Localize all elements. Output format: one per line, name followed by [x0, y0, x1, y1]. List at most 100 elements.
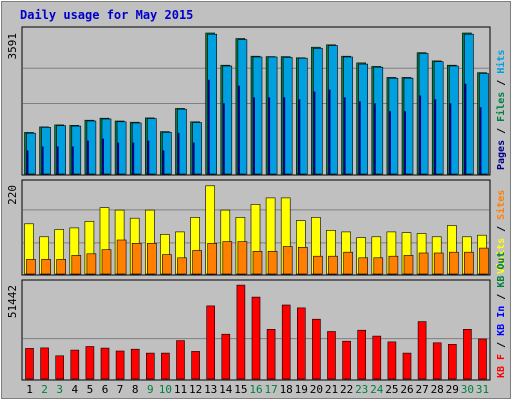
panel-1-day-8 [129, 121, 142, 175]
bar-pages-10 [162, 150, 165, 174]
bar-kb-f-28 [432, 342, 442, 380]
bar-pages-5 [86, 140, 89, 174]
day-label-28: 28 [431, 383, 444, 396]
legend-item-3-4: KB Out [496, 252, 507, 288]
bar-pages-15 [237, 85, 240, 174]
panel-1-day-2 [39, 126, 51, 175]
day-label-7: 7 [117, 383, 124, 396]
panel-3-day-18 [281, 304, 291, 380]
day-label-26: 26 [400, 383, 413, 396]
day-label-17: 17 [264, 383, 277, 396]
bar-pages-4 [71, 146, 74, 174]
panel-2-day-15 [235, 217, 248, 275]
panel-2-day-5 [84, 221, 97, 275]
bar-sites-12 [192, 250, 202, 275]
bar-pages-9 [147, 140, 150, 174]
bar-kb-f-7 [115, 350, 125, 380]
panel-1-day-3 [54, 124, 67, 175]
day-label-27: 27 [415, 383, 428, 396]
day-label-5: 5 [87, 383, 94, 396]
panel-1-day-24 [371, 66, 384, 175]
bar-pages-30 [464, 83, 467, 174]
panel-3-day-2 [40, 347, 49, 380]
legend-item-2-1: / [496, 220, 507, 238]
bar-pages-16 [253, 97, 255, 174]
bar-kb-f-30 [463, 328, 472, 380]
panel-3-day-7 [115, 350, 125, 380]
bar-sites-27 [418, 252, 429, 275]
panel-3-day-14 [221, 333, 231, 380]
panel-3-day-25 [387, 341, 397, 380]
panel-3-day-21 [327, 331, 336, 380]
day-label-22: 22 [340, 383, 353, 396]
panel-1-day-10 [160, 131, 172, 175]
panel-2: 220 [6, 179, 491, 276]
panel-2-day-31 [477, 234, 489, 275]
panel-2-day-19 [295, 220, 308, 275]
bar-kb-f-18 [281, 304, 291, 380]
bar-kb-f-31 [478, 338, 487, 380]
panel-1-day-14 [220, 64, 233, 175]
panel-1: 3591 [6, 26, 491, 176]
bar-pages-2 [41, 146, 44, 174]
bar-sites-19 [297, 247, 308, 275]
panel-3-day-15 [236, 284, 246, 380]
bar-kb-f-20 [312, 318, 321, 380]
day-label-24: 24 [370, 383, 384, 396]
bar-kb-f-26 [402, 352, 412, 380]
bar-pages-23 [358, 101, 361, 174]
legend-item-3-1: / [496, 336, 507, 354]
day-label-21: 21 [325, 383, 338, 396]
bar-sites-6 [101, 249, 112, 275]
bar-sites-7 [116, 239, 127, 275]
panel-2-day-16 [250, 204, 263, 275]
panel-3: 51442 [6, 279, 491, 381]
bar-kb-f-11 [176, 340, 185, 380]
bar-kb-f-14 [221, 333, 231, 380]
panel-3-day-24 [372, 335, 382, 380]
panel-2-day-1 [24, 223, 36, 275]
bar-pages-29 [449, 103, 452, 174]
bar-kb-f-6 [100, 347, 110, 380]
panel-2-day-23 [356, 237, 369, 275]
panel-3-day-17 [266, 328, 276, 380]
bar-sites-17 [267, 251, 278, 275]
panel-3-day-8 [130, 348, 140, 380]
day-label-1: 1 [26, 383, 33, 396]
bar-kb-f-9 [146, 352, 155, 380]
panel-3-day-28 [432, 342, 442, 380]
legend-item-1-4: Hits [495, 50, 507, 74]
day-label-20: 20 [310, 383, 323, 396]
panel-2-day-18 [280, 197, 293, 275]
panel-2-day-7 [114, 209, 127, 275]
day-label-18: 18 [280, 383, 293, 396]
panel-1-max-label: 3591 [6, 33, 19, 60]
panel-3-day-5 [85, 346, 95, 380]
bar-kb-f-5 [85, 346, 95, 380]
panel-2-day-13 [205, 185, 217, 275]
panel-3-day-11 [176, 340, 185, 380]
bar-pages-14 [222, 103, 225, 174]
legend-item-3-2: KB In [496, 306, 507, 336]
bar-kb-f-21 [327, 331, 336, 380]
day-label-2: 2 [41, 383, 48, 396]
day-label-8: 8 [132, 383, 139, 396]
bar-sites-28 [433, 252, 444, 275]
day-label-29: 29 [446, 383, 459, 396]
panel-2-day-12 [190, 217, 202, 275]
bar-pages-26 [404, 111, 406, 174]
panel-1-day-13 [205, 32, 217, 175]
bar-pages-24 [373, 103, 376, 174]
panel-1-day-28 [431, 60, 444, 175]
panel-1-day-27 [416, 52, 429, 175]
panel-3-day-6 [100, 347, 110, 380]
day-label-11: 11 [174, 383, 187, 396]
bar-sites-18 [282, 246, 293, 275]
bar-sites-22 [343, 251, 353, 275]
panel-3-day-4 [70, 349, 80, 380]
bar-sites-24 [373, 257, 384, 275]
day-label-6: 6 [102, 383, 109, 396]
day-label-14: 14 [219, 383, 233, 396]
bar-pages-25 [388, 111, 391, 174]
bar-kb-f-12 [191, 351, 200, 380]
